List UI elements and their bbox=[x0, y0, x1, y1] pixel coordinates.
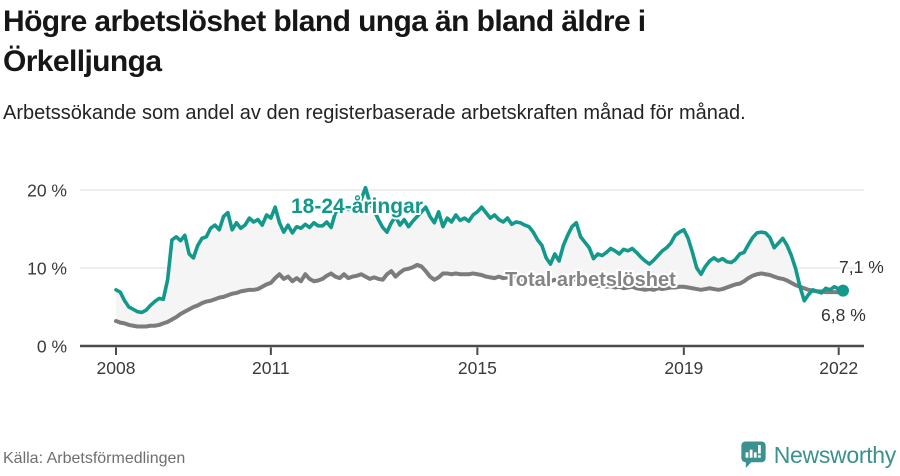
page: Högre arbetslöshet bland unga än bland ä… bbox=[0, 2, 900, 398]
newsworthy-chart-bubble-icon bbox=[741, 441, 766, 469]
series-label-young: 18-24-åringar bbox=[291, 195, 423, 218]
x-tick-label: 2015 bbox=[458, 358, 497, 378]
band-between-series bbox=[116, 187, 843, 327]
x-tick-label: 2011 bbox=[252, 358, 290, 378]
series-line-young bbox=[114, 185, 845, 315]
end-value-young: 7,1 % bbox=[839, 257, 884, 277]
series-endpoint-dot bbox=[837, 284, 849, 297]
chart-title: Högre arbetslöshet bland unga än bland ä… bbox=[3, 5, 646, 78]
y-tick-label: 0 % bbox=[37, 337, 67, 357]
x-tick-label: 2022 bbox=[819, 358, 858, 378]
source-note: Källa: Arbetsförmedlingen bbox=[3, 450, 186, 467]
end-value-total: 6,8 % bbox=[821, 305, 866, 325]
newsworthy-logo[interactable]: Newsworthy bbox=[740, 440, 896, 470]
series-line-total bbox=[114, 262, 845, 329]
y-tick-label: 20 % bbox=[27, 181, 67, 201]
x-tick-label: 2019 bbox=[664, 358, 703, 378]
line-chart: 2008 2011 2015 2019 2022 0 % 10 % 20 % 18-24-åri… bbox=[27, 181, 886, 379]
x-tick-label: 2008 bbox=[97, 358, 136, 378]
brand-name: Newsworthy bbox=[773, 441, 897, 468]
chart-subtitle: Arbetssökande som andel av den registerb… bbox=[3, 102, 746, 124]
y-tick-label: 10 % bbox=[27, 259, 67, 279]
series-label-total: Total arbetslöshet bbox=[505, 269, 676, 291]
